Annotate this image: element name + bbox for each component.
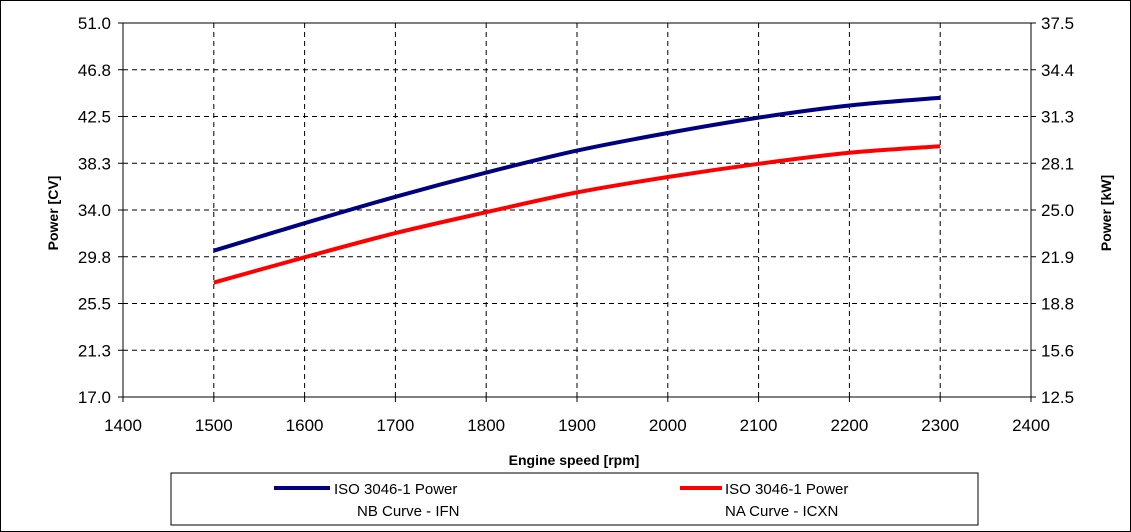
grid <box>123 23 1031 397</box>
y-left-tick-label: 29.8 <box>78 248 111 267</box>
legend-label-nb-line2: NB Curve - IFN <box>357 503 460 520</box>
y-left-tick-label: 21.3 <box>78 341 111 360</box>
y-right-tick-label: 21.9 <box>1041 248 1074 267</box>
y-right-tick-label: 18.8 <box>1041 295 1074 314</box>
x-tick-label: 2200 <box>830 416 868 435</box>
x-tick-label: 2000 <box>649 416 687 435</box>
y-left-tick-label: 17.0 <box>78 388 111 407</box>
x-tick-label: 1500 <box>195 416 233 435</box>
y-left-tick-label: 38.3 <box>78 154 111 173</box>
y-axis-right-label: Power [kW] <box>1098 175 1114 251</box>
y-right-tick-label: 31.3 <box>1041 108 1074 127</box>
y-left-tick-label: 42.5 <box>78 108 111 127</box>
y-right-tick-label: 28.1 <box>1041 154 1074 173</box>
y-left-tick-label: 25.5 <box>78 295 111 314</box>
tick-marks <box>118 22 1036 402</box>
x-tick-label: 2300 <box>921 416 959 435</box>
tick-labels: 1400 1500 1600 1700 1800 1900 2000 2100 2200 2300… <box>78 14 1074 435</box>
series-line-nb <box>213 95 941 253</box>
legend-label-nb-line1: ISO 3046-1 Power <box>334 481 457 498</box>
legend-label-na-line1: ISO 3046-1 Power <box>725 481 848 498</box>
y-left-tick-label: 46.8 <box>78 61 111 80</box>
y-left-tick-label: 34.0 <box>78 201 111 220</box>
x-axis-label: Engine speed [rpm] <box>509 452 640 468</box>
y-left-tick-label: 51.0 <box>78 14 111 33</box>
y-right-tick-label: 15.6 <box>1041 341 1074 360</box>
y-axis-left-label: Power [CV] <box>45 176 61 251</box>
x-tick-label: 1800 <box>467 416 505 435</box>
y-right-tick-label: 25.0 <box>1041 201 1074 220</box>
series-lines <box>213 95 941 285</box>
y-right-tick-label: 37.5 <box>1041 14 1074 33</box>
x-tick-label: 2100 <box>740 416 778 435</box>
x-tick-label: 2400 <box>1012 416 1050 435</box>
x-tick-label: 1600 <box>286 416 324 435</box>
x-tick-label: 1900 <box>558 416 596 435</box>
x-tick-label: 1700 <box>376 416 414 435</box>
x-tick-label: 1400 <box>104 416 142 435</box>
legend-box <box>170 472 979 526</box>
y-right-tick-label: 12.5 <box>1041 388 1074 407</box>
legend-label-na-line2: NA Curve - ICXN <box>725 503 838 520</box>
y-right-tick-label: 34.4 <box>1041 61 1074 80</box>
legend: ISO 3046-1 Power NB Curve - IFN ISO 3046… <box>170 472 979 526</box>
